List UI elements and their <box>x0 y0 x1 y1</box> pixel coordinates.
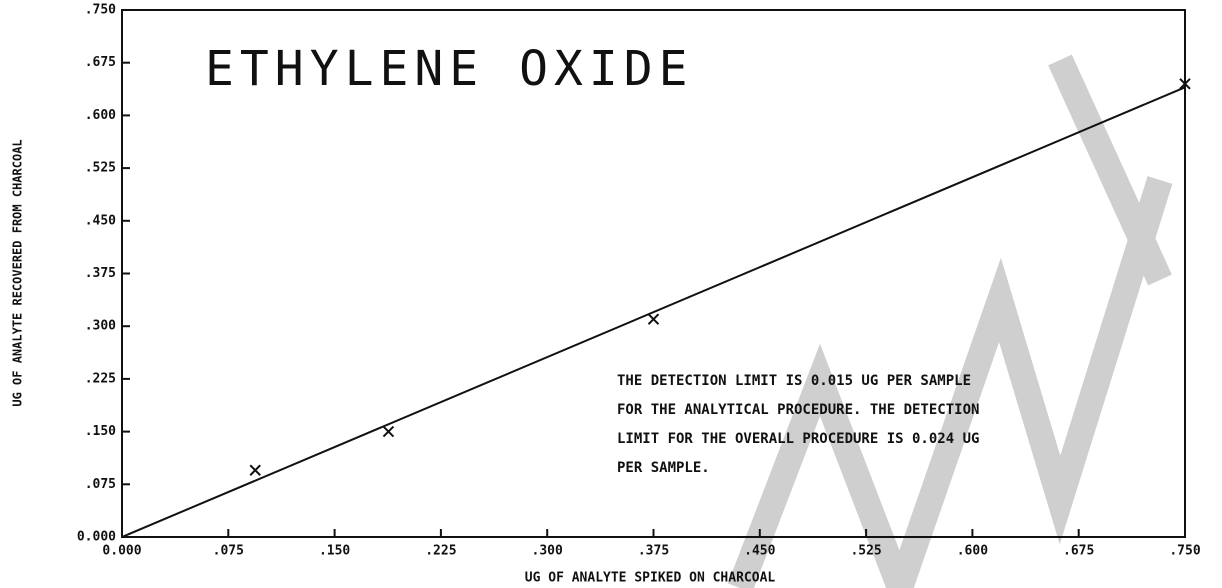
x-axis-label: UG OF ANALYTE SPIKED ON CHARCOAL <box>525 571 776 586</box>
x-tick-label: .300 <box>532 544 563 559</box>
point <box>647 313 660 325</box>
y-tick-label: .375 <box>85 266 116 281</box>
y-tick-label: .075 <box>85 477 116 492</box>
x-tick-label: .450 <box>744 544 775 559</box>
x-tick-label: .375 <box>638 544 669 559</box>
point <box>249 464 261 476</box>
watermark <box>727 54 1173 588</box>
y-tick-label: .750 <box>85 3 116 18</box>
x-tick-label: .225 <box>425 544 456 559</box>
x-tick-label: .525 <box>850 544 881 559</box>
fit-line <box>121 86 1186 538</box>
y-tick-label: .225 <box>85 371 116 386</box>
watermark-stroke <box>887 176 1173 588</box>
annotation-line: FOR THE ANALYTICAL PROCEDURE. THE DETECT… <box>617 402 979 418</box>
x-tick-label: .675 <box>1063 544 1094 559</box>
x-tick-label: .750 <box>1169 544 1200 559</box>
y-tick-label: 0.000 <box>77 530 116 545</box>
annotation-line: LIMIT FOR THE OVERALL PROCEDURE IS 0.024… <box>617 431 979 447</box>
y-tick-label: .450 <box>85 213 116 228</box>
y-tick-label: .600 <box>85 108 116 123</box>
x-tick-label: .075 <box>213 544 244 559</box>
x-tick-label: 0.000 <box>102 544 141 559</box>
y-tick-label: .150 <box>85 424 116 439</box>
y-tick-label: .675 <box>85 55 116 70</box>
chart-title: ETHYLENE OXIDE <box>205 41 694 97</box>
watermark-stroke <box>1048 54 1172 286</box>
y-axis-label: UG OF ANALYTE RECOVERED FROM CHARCOAL <box>11 139 25 406</box>
annotation-line: PER SAMPLE. <box>617 460 710 476</box>
annotation-line: THE DETECTION LIMIT IS 0.015 UG PER SAMP… <box>617 373 971 389</box>
y-tick-label: .300 <box>85 319 116 334</box>
watermark-stroke <box>727 343 913 588</box>
x-tick-label: .600 <box>957 544 988 559</box>
x-tick-label: .150 <box>319 544 350 559</box>
y-tick-label: .525 <box>85 161 116 176</box>
point <box>382 425 395 438</box>
point <box>1179 78 1191 90</box>
